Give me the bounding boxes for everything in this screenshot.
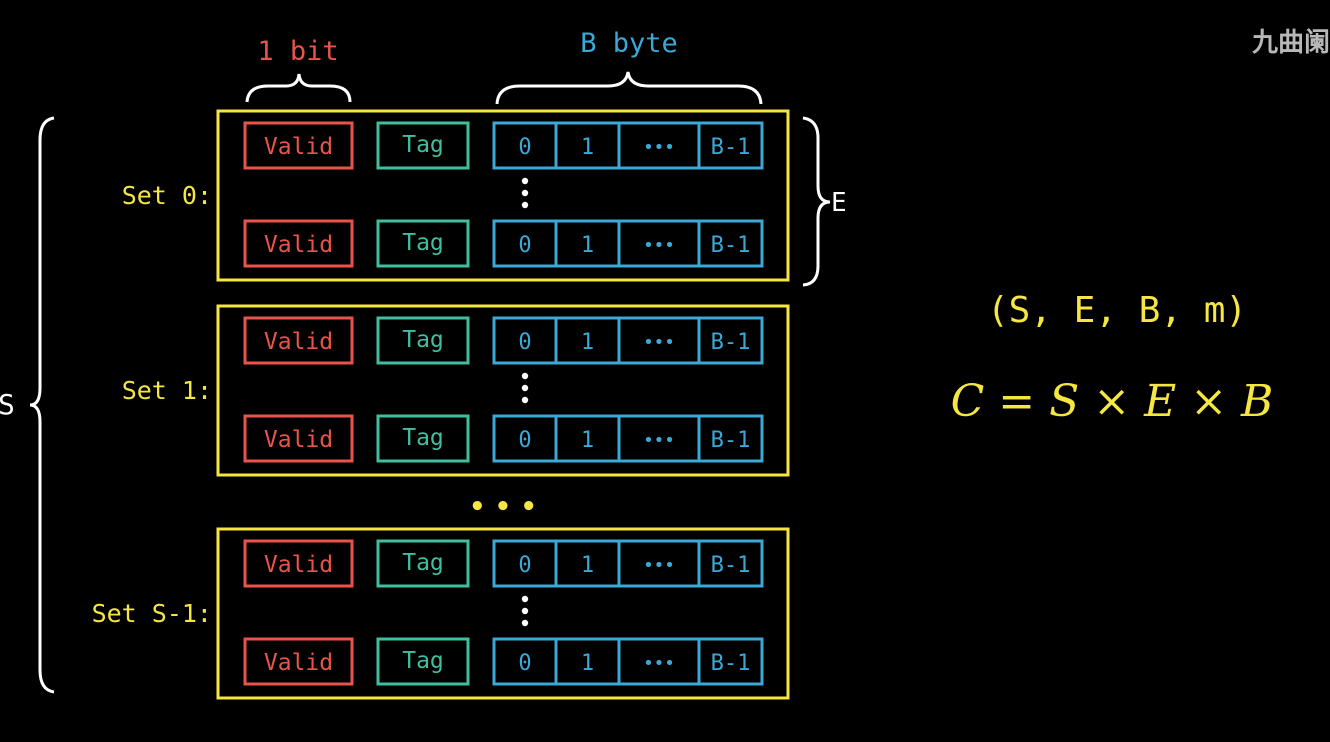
block-cell-label: 0 bbox=[518, 135, 531, 160]
block-cell-label: ••• bbox=[643, 137, 675, 158]
block-cell-label: ••• bbox=[643, 332, 675, 353]
set-frame bbox=[216, 527, 790, 700]
block-frame bbox=[492, 539, 764, 588]
block-frame bbox=[492, 637, 764, 686]
tag-label: Tag bbox=[402, 132, 444, 158]
block-cell-label: B-1 bbox=[711, 330, 751, 355]
line-ellipsis-dot bbox=[521, 201, 529, 209]
params-tuple: (S, E, B, m) bbox=[987, 290, 1247, 331]
set-label: Set 1: bbox=[122, 376, 212, 405]
valid-label: Valid bbox=[264, 427, 333, 453]
valid-box bbox=[243, 219, 354, 268]
cache-set: Set 1: Valid Tag 0 1 ••• B-1 Valid Tag 0 1 ••• B-1 bbox=[122, 304, 790, 477]
line-ellipsis-dot bbox=[521, 619, 529, 627]
block-cell-label: ••• bbox=[643, 235, 675, 256]
block-cell-label: ••• bbox=[643, 555, 675, 576]
set-label: Set S-1: bbox=[92, 599, 212, 628]
block-cell-label: 1 bbox=[581, 553, 594, 578]
valid-label: Valid bbox=[264, 232, 333, 258]
line-ellipsis-dot bbox=[521, 607, 529, 615]
valid-box bbox=[243, 637, 354, 686]
tag-label: Tag bbox=[402, 425, 444, 451]
valid-box bbox=[243, 539, 354, 588]
tag-box bbox=[376, 121, 470, 170]
e-label: E bbox=[831, 188, 847, 218]
line-ellipsis-dot bbox=[521, 384, 529, 392]
e-brace bbox=[802, 116, 831, 287]
block-cell-label: B-1 bbox=[711, 428, 751, 453]
block-cell-label: 0 bbox=[518, 233, 531, 258]
block-cell-label: 1 bbox=[581, 651, 594, 676]
cache-set: Set S-1: Valid Tag 0 1 ••• B-1 Valid Tag 0 1 ••• B-1 bbox=[92, 527, 790, 700]
block-cell-label: B-1 bbox=[711, 651, 751, 676]
block-cell-label: ••• bbox=[643, 430, 675, 451]
tag-box bbox=[376, 414, 470, 463]
cache-line: Valid Tag 0 1 ••• B-1 bbox=[243, 316, 764, 365]
line-ellipsis-dot bbox=[521, 372, 529, 380]
block-cell-label: B-1 bbox=[711, 135, 751, 160]
block-cell-label: B-1 bbox=[711, 233, 751, 258]
block-cell-label: 1 bbox=[581, 233, 594, 258]
block-cell-label: 0 bbox=[518, 651, 531, 676]
tag-box bbox=[376, 539, 470, 588]
block-frame bbox=[492, 121, 764, 170]
capacity-formula: C = S × E × B bbox=[951, 376, 1274, 427]
byte-brace bbox=[495, 71, 763, 105]
s-brace bbox=[29, 116, 55, 694]
line-ellipsis-dot bbox=[521, 189, 529, 197]
line-ellipsis-dot bbox=[521, 595, 529, 603]
valid-label: Valid bbox=[264, 552, 333, 578]
set-frame bbox=[216, 109, 790, 282]
cache-line: Valid Tag 0 1 ••• B-1 bbox=[243, 637, 764, 686]
cache-line: Valid Tag 0 1 ••• B-1 bbox=[243, 414, 764, 463]
cache-line: Valid Tag 0 1 ••• B-1 bbox=[243, 219, 764, 268]
bit-brace bbox=[245, 73, 352, 103]
block-cell-label: 1 bbox=[581, 330, 594, 355]
set-label: Set 0: bbox=[122, 181, 212, 210]
line-ellipsis-dot bbox=[521, 177, 529, 185]
block-frame bbox=[492, 414, 764, 463]
cache-set: Set 0: Valid Tag 0 1 ••• B-1 Valid Tag 0 1 ••• B-1 bbox=[122, 109, 790, 282]
tag-box bbox=[376, 316, 470, 365]
line-ellipsis-dot bbox=[521, 396, 529, 404]
valid-box bbox=[243, 414, 354, 463]
byte-label: B byte bbox=[580, 28, 678, 59]
valid-label: Valid bbox=[264, 134, 333, 160]
tag-label: Tag bbox=[402, 648, 444, 674]
block-frame bbox=[492, 219, 764, 268]
tag-box bbox=[376, 637, 470, 686]
set-frame bbox=[216, 304, 790, 477]
valid-label: Valid bbox=[264, 329, 333, 355]
block-cell-label: B-1 bbox=[711, 553, 751, 578]
tag-label: Tag bbox=[402, 327, 444, 353]
block-cell-label: ••• bbox=[643, 653, 675, 674]
block-cell-label: 0 bbox=[518, 428, 531, 453]
bit-label: 1 bit bbox=[257, 36, 338, 67]
valid-label: Valid bbox=[264, 650, 333, 676]
block-frame bbox=[492, 316, 764, 365]
tag-label: Tag bbox=[402, 230, 444, 256]
tag-box bbox=[376, 219, 470, 268]
sets-ellipsis: • • • bbox=[469, 492, 537, 522]
valid-box bbox=[243, 316, 354, 365]
block-cell-label: 1 bbox=[581, 428, 594, 453]
valid-box bbox=[243, 121, 354, 170]
tag-label: Tag bbox=[402, 550, 444, 576]
block-cell-label: 0 bbox=[518, 553, 531, 578]
block-cell-label: 0 bbox=[518, 330, 531, 355]
cache-line: Valid Tag 0 1 ••• B-1 bbox=[243, 539, 764, 588]
s-label: S bbox=[0, 388, 15, 421]
block-cell-label: 1 bbox=[581, 135, 594, 160]
watermark-logo: 九曲阑 bbox=[1252, 28, 1330, 58]
cache-line: Valid Tag 0 1 ••• B-1 bbox=[243, 121, 764, 170]
